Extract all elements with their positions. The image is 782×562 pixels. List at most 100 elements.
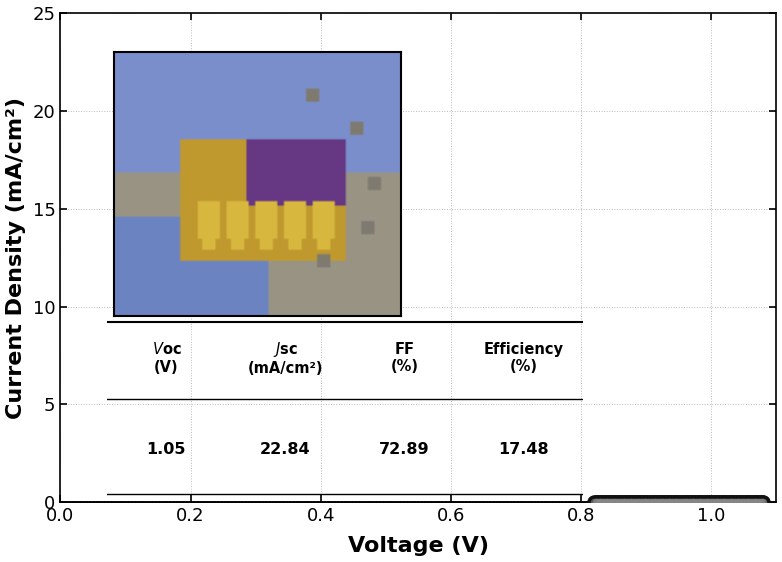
Point bbox=[516, 498, 529, 507]
Point bbox=[646, 498, 658, 507]
Point bbox=[551, 498, 564, 507]
Point bbox=[347, 498, 360, 507]
Point bbox=[647, 498, 660, 507]
Point bbox=[349, 498, 361, 507]
Point bbox=[244, 498, 256, 507]
Point bbox=[354, 498, 367, 507]
Point bbox=[131, 498, 144, 507]
Point bbox=[647, 498, 660, 507]
Point bbox=[630, 498, 643, 507]
Point bbox=[511, 498, 523, 507]
Point bbox=[467, 498, 479, 507]
Point bbox=[482, 498, 495, 507]
Point bbox=[623, 498, 636, 507]
Point bbox=[378, 498, 391, 507]
Point bbox=[615, 498, 627, 507]
Point bbox=[619, 498, 632, 507]
Point bbox=[681, 498, 694, 507]
Point bbox=[59, 498, 71, 507]
Point bbox=[77, 498, 89, 507]
Point bbox=[99, 498, 112, 507]
Point bbox=[479, 498, 491, 507]
Point bbox=[386, 498, 399, 507]
Point bbox=[705, 498, 718, 507]
Point bbox=[74, 498, 86, 507]
Point bbox=[642, 498, 655, 507]
Point bbox=[547, 498, 560, 507]
Point bbox=[230, 498, 242, 507]
Point bbox=[592, 498, 604, 507]
Point bbox=[105, 498, 117, 507]
Point bbox=[746, 498, 759, 507]
Point bbox=[556, 498, 569, 507]
Point bbox=[683, 498, 695, 507]
Point bbox=[285, 498, 298, 507]
Point bbox=[264, 498, 277, 507]
Point bbox=[674, 498, 687, 507]
Point bbox=[529, 498, 541, 507]
Point bbox=[727, 498, 740, 507]
Point bbox=[522, 498, 534, 507]
Point bbox=[736, 498, 748, 507]
Point bbox=[662, 498, 674, 507]
Point bbox=[712, 498, 725, 507]
Point bbox=[391, 498, 404, 507]
Point bbox=[138, 498, 151, 507]
Point bbox=[371, 498, 384, 507]
Point bbox=[685, 498, 698, 507]
Point bbox=[75, 498, 88, 507]
Point bbox=[729, 498, 741, 507]
Point bbox=[625, 498, 637, 507]
Point bbox=[159, 498, 171, 507]
Point bbox=[697, 498, 709, 507]
Point bbox=[275, 498, 288, 507]
Point bbox=[260, 498, 272, 507]
Point bbox=[620, 498, 633, 507]
Point bbox=[56, 498, 68, 507]
Point bbox=[143, 498, 156, 507]
Point bbox=[722, 498, 734, 507]
Point bbox=[726, 498, 739, 507]
Point bbox=[561, 498, 574, 507]
Point bbox=[379, 498, 392, 507]
Point bbox=[330, 498, 343, 507]
Point bbox=[669, 498, 681, 507]
Point bbox=[57, 498, 70, 507]
Point bbox=[278, 498, 291, 507]
Point bbox=[437, 498, 450, 507]
Point bbox=[291, 498, 303, 507]
Point bbox=[588, 498, 601, 507]
Point bbox=[667, 498, 680, 507]
Point bbox=[500, 498, 512, 507]
Point bbox=[442, 498, 454, 507]
Point bbox=[428, 498, 440, 507]
Point bbox=[755, 498, 767, 507]
Point bbox=[579, 498, 592, 507]
Point bbox=[590, 498, 602, 507]
Point bbox=[326, 498, 339, 507]
Point bbox=[704, 498, 716, 507]
Point bbox=[508, 498, 520, 507]
Point bbox=[554, 498, 567, 507]
Point bbox=[578, 498, 590, 507]
Point bbox=[702, 498, 715, 507]
Point bbox=[699, 498, 712, 507]
Point bbox=[363, 498, 375, 507]
Point bbox=[414, 498, 426, 507]
Point bbox=[732, 498, 744, 507]
Point bbox=[750, 498, 762, 507]
Point bbox=[182, 498, 195, 507]
Point bbox=[748, 498, 760, 507]
Point bbox=[606, 498, 619, 507]
Point bbox=[80, 498, 92, 507]
Point bbox=[550, 498, 562, 507]
Point bbox=[404, 498, 416, 507]
Point bbox=[684, 498, 697, 507]
Point bbox=[171, 498, 184, 507]
Point bbox=[595, 498, 608, 507]
Point bbox=[54, 498, 66, 507]
Point bbox=[673, 498, 685, 507]
Point bbox=[609, 498, 622, 507]
Point bbox=[256, 498, 268, 507]
Point bbox=[743, 498, 755, 507]
